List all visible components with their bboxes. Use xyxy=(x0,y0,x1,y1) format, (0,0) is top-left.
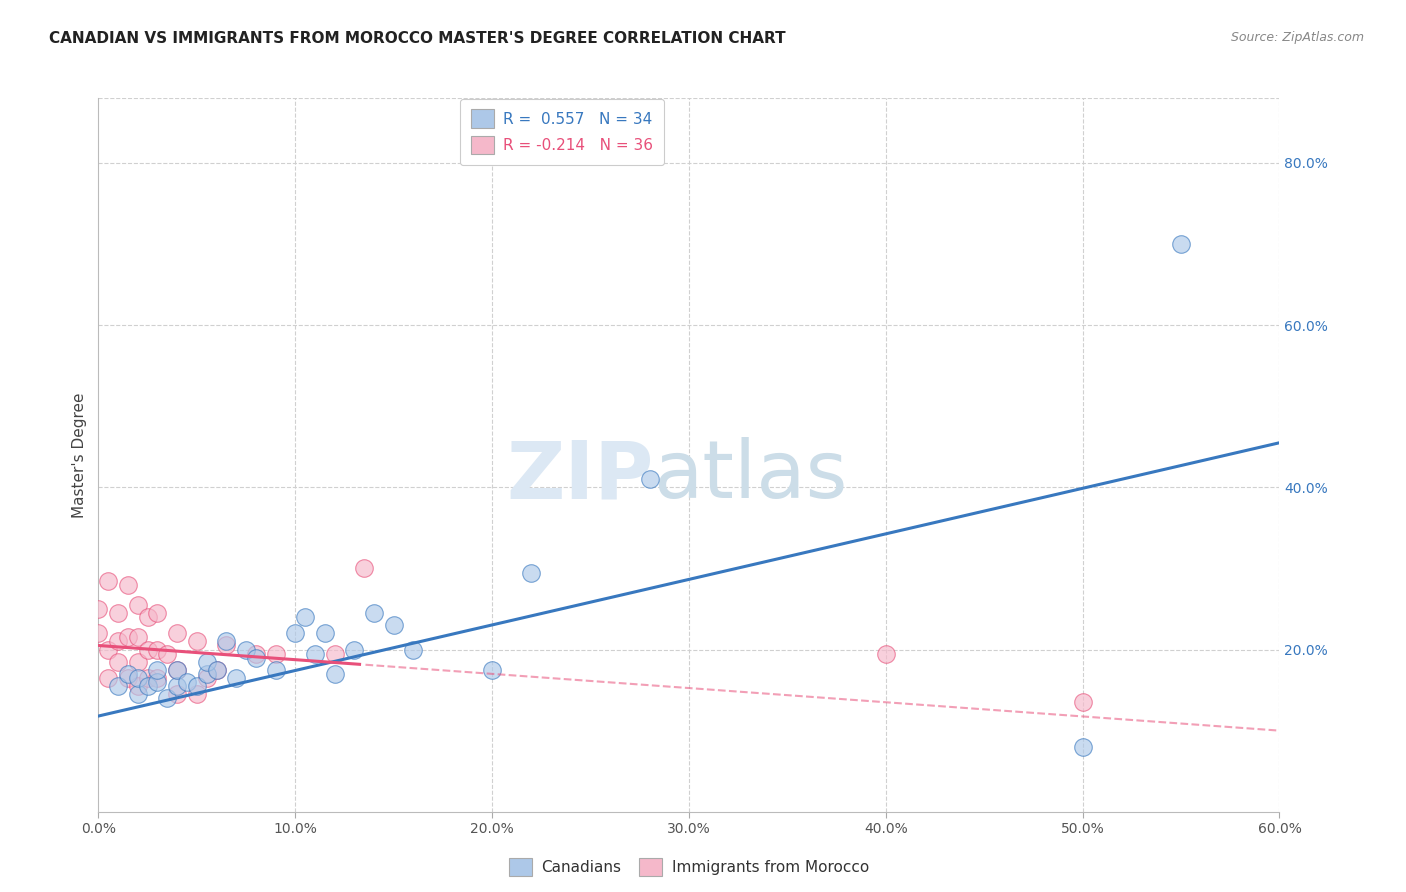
Point xyxy=(363,606,385,620)
Point xyxy=(225,671,247,685)
Point xyxy=(127,655,149,669)
Text: Source: ZipAtlas.com: Source: ZipAtlas.com xyxy=(1230,31,1364,45)
Point xyxy=(146,663,169,677)
Point xyxy=(1071,695,1094,709)
Point xyxy=(402,642,425,657)
Point xyxy=(136,671,159,685)
Point xyxy=(146,675,169,690)
Point xyxy=(875,647,897,661)
Point xyxy=(382,618,405,632)
Point xyxy=(294,610,316,624)
Point xyxy=(235,642,257,657)
Point xyxy=(107,655,129,669)
Point xyxy=(186,687,208,701)
Point xyxy=(520,566,543,580)
Point xyxy=(264,647,287,661)
Point xyxy=(353,561,375,575)
Point xyxy=(156,691,179,706)
Legend: Canadians, Immigrants from Morocco: Canadians, Immigrants from Morocco xyxy=(503,852,875,882)
Point xyxy=(97,642,120,657)
Point xyxy=(343,642,366,657)
Text: ZIP: ZIP xyxy=(506,437,654,516)
Point xyxy=(195,666,218,681)
Point xyxy=(117,631,139,645)
Point xyxy=(638,472,661,486)
Point xyxy=(107,679,129,693)
Point xyxy=(314,626,336,640)
Point xyxy=(176,675,198,690)
Point xyxy=(205,663,228,677)
Point xyxy=(481,663,503,677)
Point xyxy=(166,687,188,701)
Point xyxy=(87,626,110,640)
Point xyxy=(97,574,120,588)
Point xyxy=(117,671,139,685)
Point xyxy=(1170,237,1192,252)
Point xyxy=(166,679,188,693)
Text: atlas: atlas xyxy=(654,437,848,516)
Text: CANADIAN VS IMMIGRANTS FROM MOROCCO MASTER'S DEGREE CORRELATION CHART: CANADIAN VS IMMIGRANTS FROM MOROCCO MAST… xyxy=(49,31,786,46)
Point xyxy=(166,663,188,677)
Point xyxy=(323,666,346,681)
Point xyxy=(127,671,149,685)
Point xyxy=(156,647,179,661)
Point xyxy=(107,634,129,648)
Point xyxy=(146,671,169,685)
Point xyxy=(97,671,120,685)
Point xyxy=(186,679,208,693)
Point xyxy=(284,626,307,640)
Point xyxy=(186,634,208,648)
Point xyxy=(127,598,149,612)
Point xyxy=(245,650,267,665)
Point xyxy=(117,666,139,681)
Point xyxy=(245,647,267,661)
Point xyxy=(136,642,159,657)
Point xyxy=(1071,739,1094,754)
Point xyxy=(127,631,149,645)
Point xyxy=(166,626,188,640)
Point xyxy=(127,687,149,701)
Y-axis label: Master's Degree: Master's Degree xyxy=(72,392,87,517)
Point xyxy=(146,642,169,657)
Point xyxy=(166,663,188,677)
Point xyxy=(136,679,159,693)
Point xyxy=(136,610,159,624)
Point xyxy=(304,647,326,661)
Point xyxy=(264,663,287,677)
Point xyxy=(146,606,169,620)
Point xyxy=(195,655,218,669)
Point xyxy=(117,577,139,591)
Point xyxy=(215,634,238,648)
Point xyxy=(215,639,238,653)
Point xyxy=(205,663,228,677)
Point xyxy=(87,602,110,616)
Point xyxy=(323,647,346,661)
Point xyxy=(127,679,149,693)
Point xyxy=(107,606,129,620)
Point xyxy=(195,671,218,685)
